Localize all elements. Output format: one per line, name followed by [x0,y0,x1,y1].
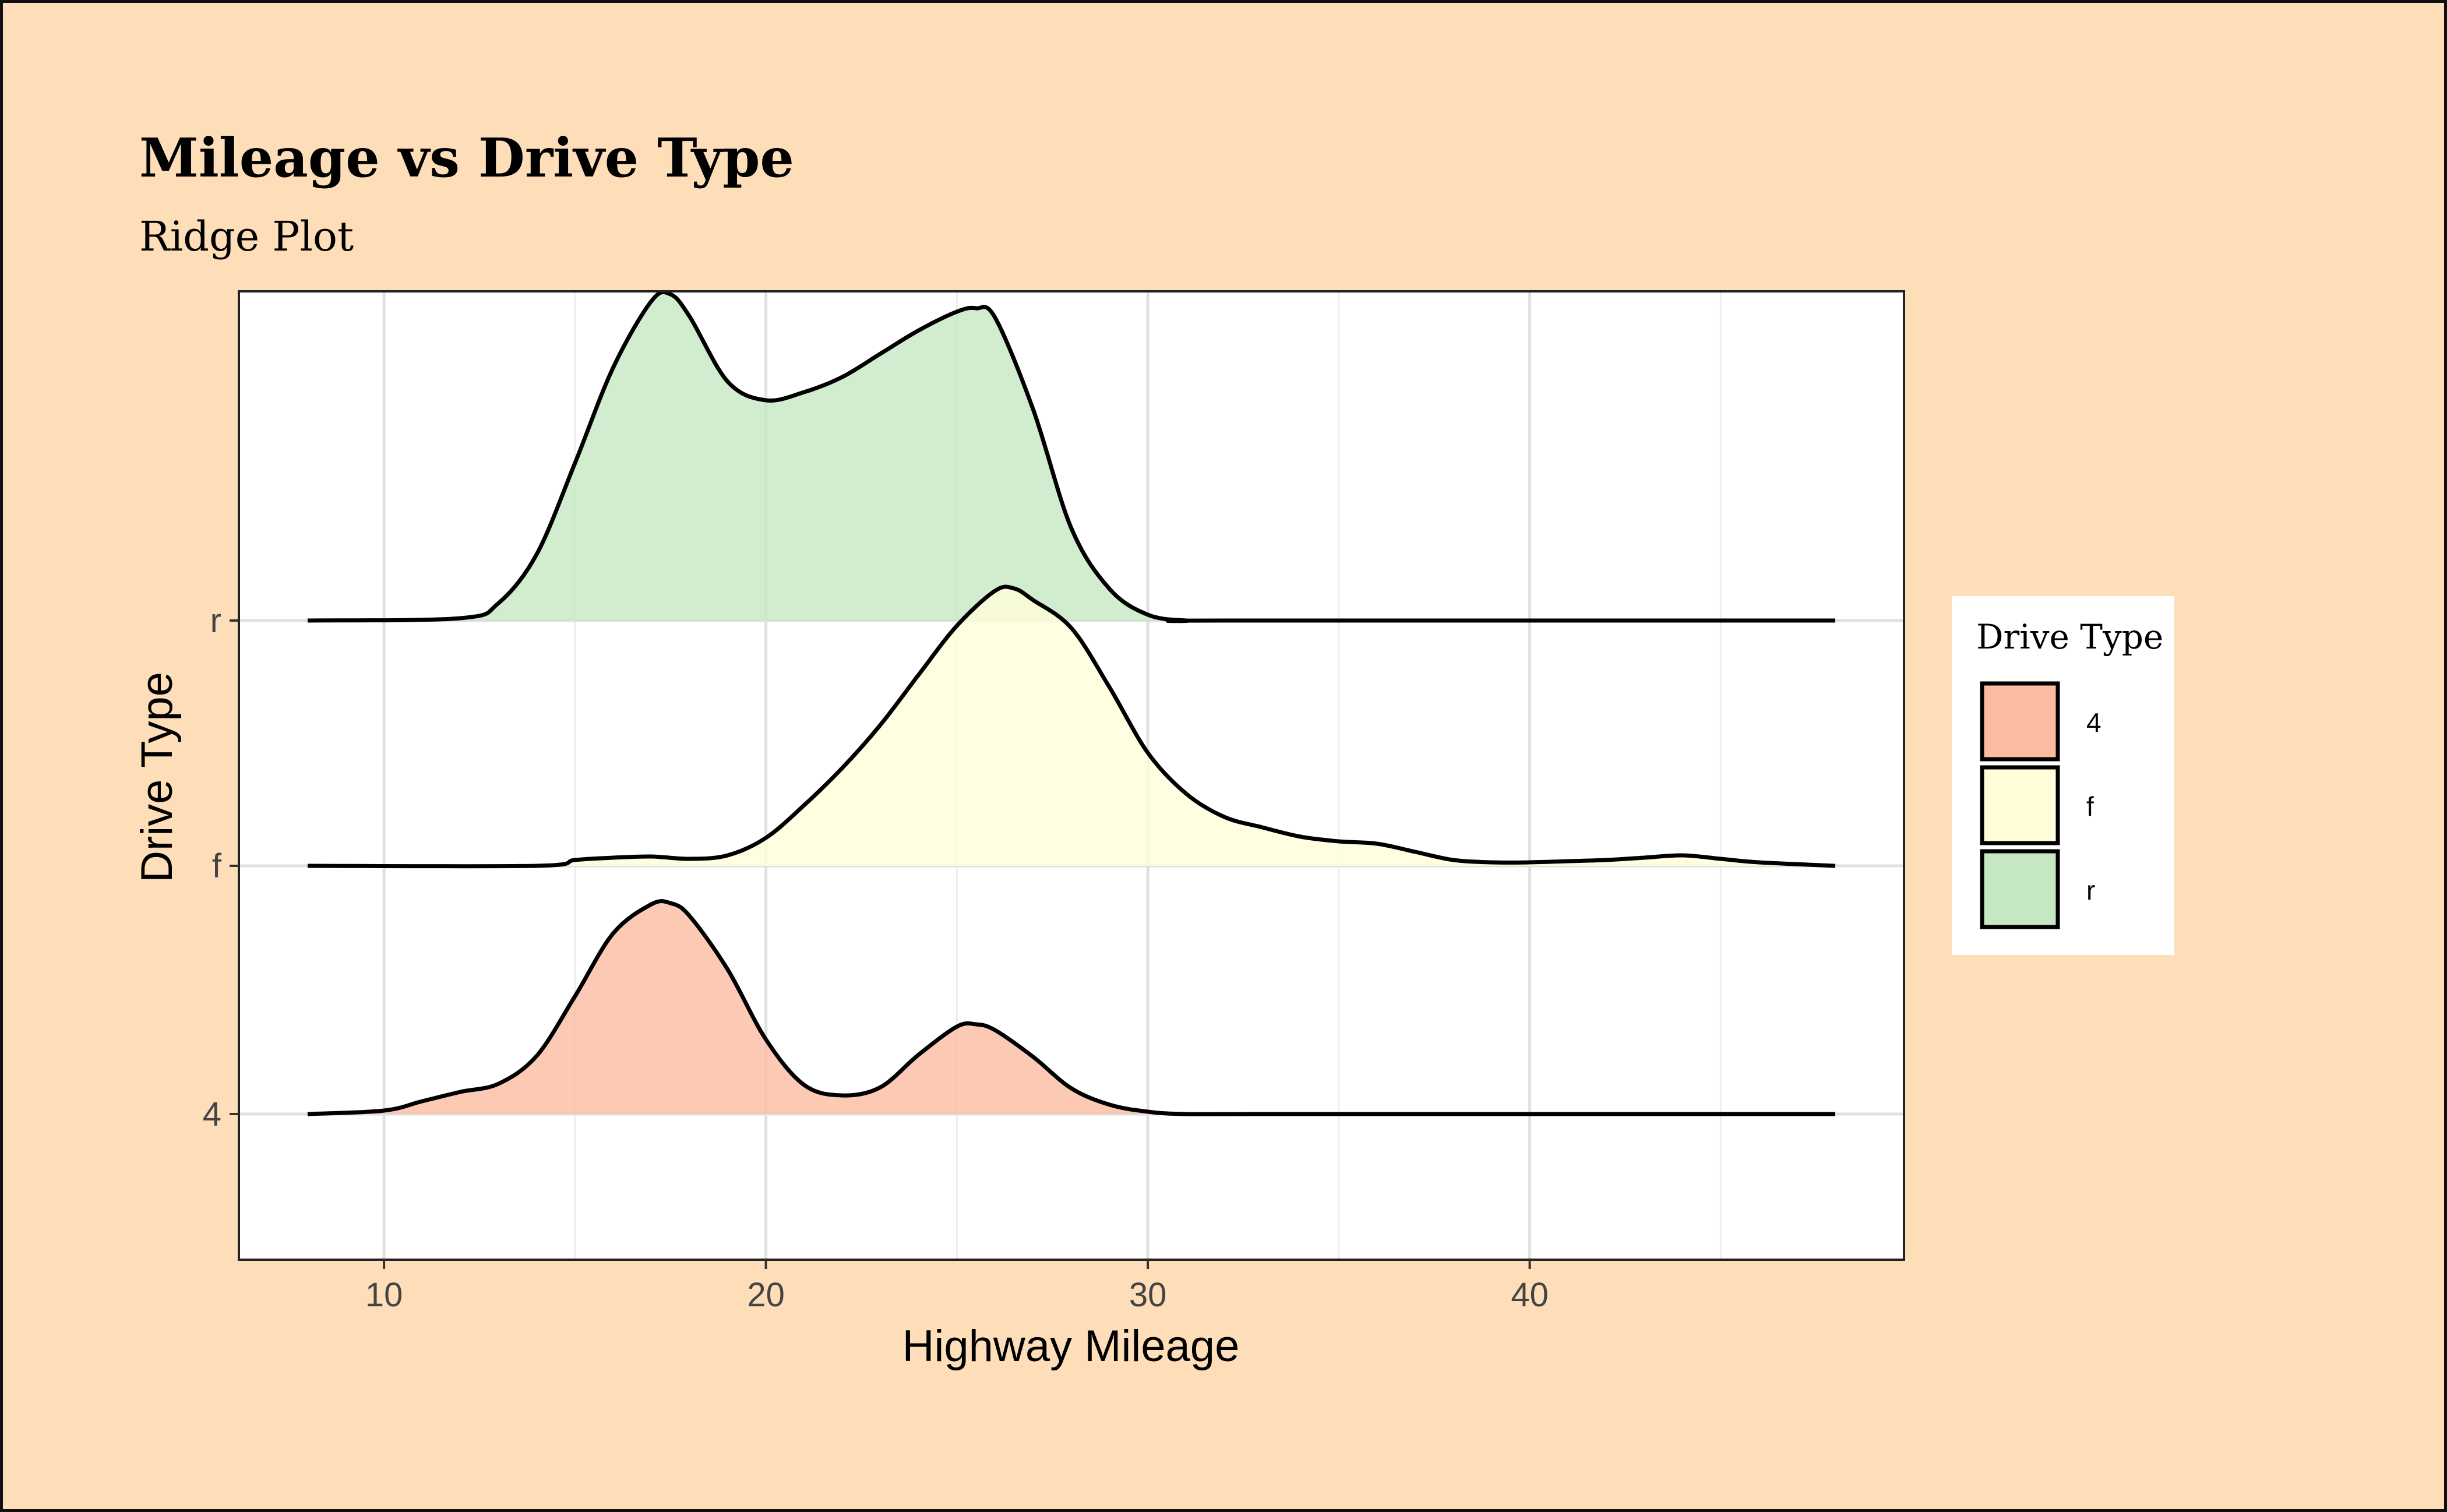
ridge-fill-f [308,586,1835,866]
legend-key-swatch [1980,849,2060,929]
legend-key-label: r [2086,875,2095,905]
legend-title: Drive Type [1976,617,2163,657]
y-tick-label: r [210,602,221,640]
ridge-r [307,290,1835,623]
legend-key-label: 4 [2086,707,2102,738]
legend: Drive Type 4 f r [1952,596,2174,955]
ridge-fill-r [308,292,1835,621]
legend-item-r: r [1980,849,2095,929]
ridge-f [307,584,1836,869]
ridge-fill-4 [308,901,1835,1115]
x-axis-title: Highway Mileage [902,1321,1240,1371]
legend-item-4: 4 [1980,681,2102,762]
ridge-line-f [307,584,1836,869]
ridges [307,290,1836,1116]
chart-title: Mileage vs Drive Type [139,126,794,189]
legend-key-swatch [1980,765,2060,845]
chart-canvas: 10 20 30 40 4 f r Mileage vs Drive Type Ridge … [132,126,2174,1371]
y-tick-label: 4 [203,1095,221,1133]
x-tick-label: 20 [747,1276,785,1314]
axes: 10 20 30 40 4 f r [203,290,1905,1314]
y-axis-title: Drive Type [132,672,182,883]
legend-key-swatch [1980,681,2060,762]
legend-keys: 4 f r [1980,681,2102,929]
ridge-4 [307,899,1835,1116]
ridge-line-4 [307,899,1835,1116]
panel-border [238,290,1905,1261]
chart-subtitle: Ridge Plot [139,213,354,260]
legend-item-f: f [1980,765,2094,845]
x-tick-label: 10 [365,1276,403,1314]
x-tick-label: 40 [1511,1276,1549,1314]
x-tick-label: 30 [1129,1276,1167,1314]
y-tick-label: f [212,847,222,885]
legend-key-label: f [2086,791,2094,822]
ridge-line-r [307,290,1835,623]
